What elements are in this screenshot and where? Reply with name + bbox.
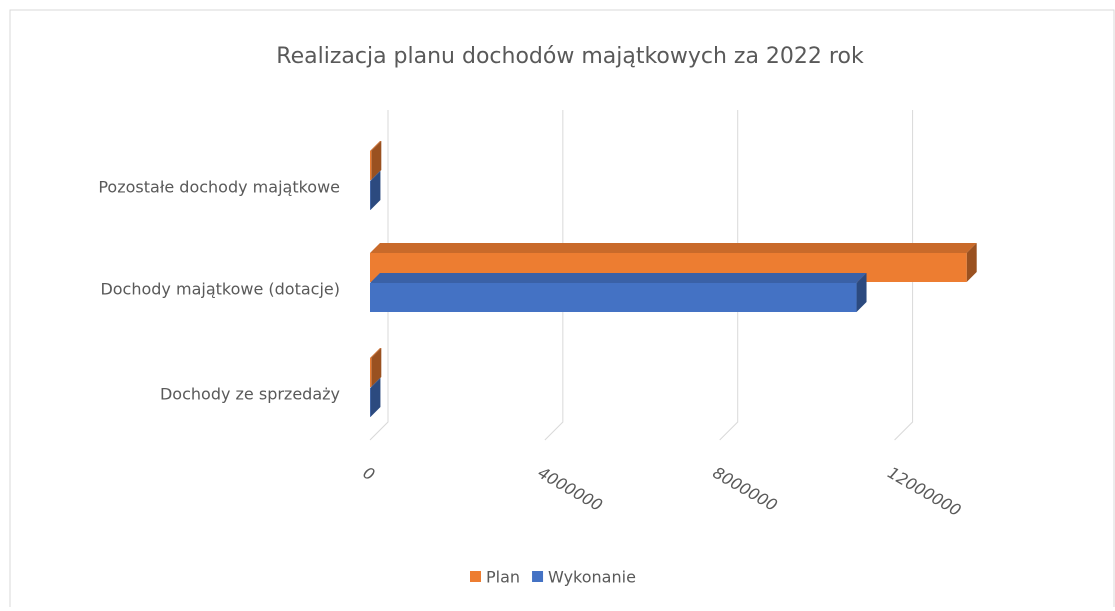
bar-face	[370, 243, 977, 253]
legend-label: Plan	[486, 568, 520, 587]
legend-swatch	[470, 571, 481, 582]
chart-title: Realizacja planu dochodów majątkowych za…	[276, 44, 864, 69]
legend-swatch	[532, 571, 543, 582]
bar	[370, 273, 867, 312]
bar-face	[370, 358, 371, 387]
bar-face	[370, 273, 867, 283]
y-tick-label: Dochody majątkowe (dotacje)	[100, 280, 340, 299]
y-tick-label: Pozostałe dochody majątkowe	[98, 178, 340, 197]
y-tick-label: Dochody ze sprzedaży	[160, 385, 340, 404]
bar-face	[370, 151, 371, 180]
legend-label: Wykonanie	[548, 568, 636, 587]
bar-face	[370, 283, 857, 312]
